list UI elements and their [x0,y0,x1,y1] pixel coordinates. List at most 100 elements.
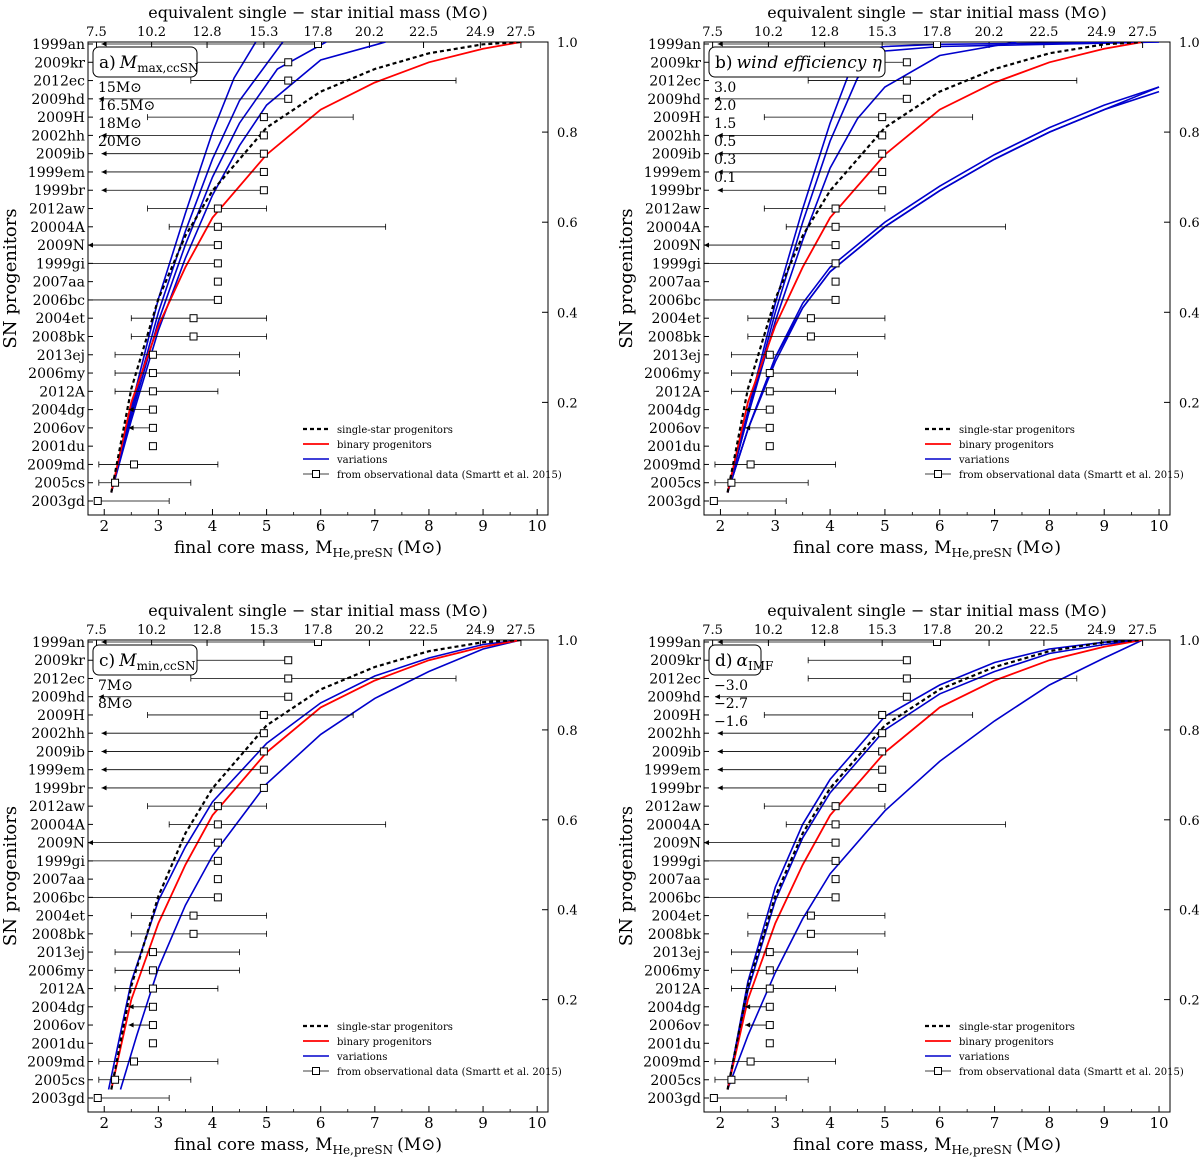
observation-marker [765,1002,774,1011]
panel-2: 2 3 4 5 6 7 8 9 10 7.5 10.2 12.8 15.3 17.8 20.2 22.5 24.… [616,3,1200,560]
top-tick-label: 27.5 [506,25,535,40]
right-tick-label: 0.8 [1179,126,1200,141]
legend-label-observations: from observational data (Smartt et al. 2… [337,470,562,481]
variation-curve-1 [107,640,521,1090]
observation-marker [130,1057,138,1066]
progenitor-name: 2012A [655,982,702,998]
top-tick-label: 27.5 [1128,25,1157,40]
upper-limit-arrow [88,840,93,846]
top-tick-label: 17.8 [923,25,952,40]
progenitor-name: 2012ec [649,74,701,90]
progenitor-name: 1999em [28,165,85,181]
progenitor-name: 2006my [644,366,701,382]
observation-marker [111,1075,120,1084]
upper-limit-arrow [101,640,107,645]
progenitor-name: 2006bc [33,293,86,309]
progenitor-name: 2006ov [649,421,701,437]
right-tick-label: 0.8 [1179,724,1200,739]
progenitor-name: 2003gd [647,494,701,510]
progenitor-name: 1999an [648,37,701,53]
observation-marker [189,911,198,920]
progenitor-name: 2009ib [36,147,85,163]
observation-marker [806,911,815,920]
observation-marker [765,1039,774,1048]
top-tick-label: 10.2 [137,25,166,40]
progenitor-name: 2001du [31,439,85,455]
bottom-tick-label: 7 [990,1114,1000,1132]
bottom-tick-label: 10 [1149,1114,1168,1132]
panel-title-box [92,644,198,676]
variation-curve-2 [110,42,284,493]
observation-marker [902,692,911,701]
observation-marker [765,442,774,451]
panel-title-sub: max,ccSN [137,61,198,75]
legend-swatch-marker [934,470,942,478]
top-tick-label: 20.2 [975,25,1004,40]
bottom-tick-label: 9 [478,1114,488,1132]
upper-limit-arrow [101,767,107,773]
progenitor-name: 2013ej [653,348,701,364]
legend-label-single: single-star progenitors [337,425,453,436]
top-tick-label: 15.3 [868,25,897,40]
progenitor-name: 2008bk [32,927,86,943]
observation-marker [259,149,268,158]
upper-limit-arrow [128,407,134,413]
progenitor-name: 2007aa [33,872,85,888]
bottom-tick-label: 6 [935,1114,945,1132]
panel-title-main: wind efficiency η [737,53,883,73]
progenitor-name: 2013ej [653,945,701,961]
upper-limit-arrow [745,425,751,431]
right-tick-label: 0.4 [1179,306,1200,321]
variation-label: 3.0 [714,80,736,96]
observation-marker [213,838,222,847]
observation-marker [878,729,887,738]
progenitor-name: 2001du [647,1036,701,1052]
progenitor-name: 2012aw [645,799,701,815]
progenitor-name: 2004dg [31,1000,85,1016]
right-tick-label: 0.4 [557,306,578,321]
top-axis-label-text: equivalent single − star initial mass (M… [767,3,1106,22]
observation-marker [213,856,222,865]
progenitor-name: 2001du [647,439,701,455]
progenitor-name: 1999br [650,183,702,199]
bottom-tick-label: 4 [825,517,835,535]
panel-letter: a) [99,53,116,73]
top-tick-label: 7.5 [702,623,723,638]
observation-marker [933,640,941,646]
bottom-tick-label: 7 [370,517,380,535]
bottom-tick-label: 4 [208,517,218,535]
observation-marker [284,58,293,67]
observation-marker [213,802,222,811]
observation-marker [93,1094,102,1102]
progenitor-name: 2009H [37,110,85,126]
observation-marker [765,405,774,414]
top-tick-label: 22.5 [1029,25,1058,40]
bottom-tick-label: 2 [99,517,109,535]
top-axis-label: equivalent single − star initial mass (M… [148,3,487,22]
observation-marker [148,966,157,975]
panel-title-sub: min,ccSN [137,659,196,673]
plot-area [704,640,1143,1102]
progenitor-name: 2004et [35,909,85,925]
progenitor-name: 2009kr [650,55,701,71]
progenitor-name: 2009kr [34,55,85,71]
single-star-curve [110,42,521,493]
observation-marker [831,856,840,865]
bottom-tick-label: 5 [262,517,272,535]
progenitor-name: 2008bk [648,329,702,345]
observation-marker [93,497,102,505]
panel-title-box [708,46,886,78]
bottom-tick-label: 3 [770,517,780,535]
observation-marker [765,423,774,432]
top-axis-label: equivalent single − star initial mass (M… [767,3,1106,22]
upper-limit-arrow [101,151,107,157]
observation-marker [831,277,840,286]
right-tick-label: 0.6 [557,814,578,829]
progenitor-name: 1999gi [36,854,86,870]
right-tick-label: 0.8 [557,126,578,141]
observation-marker [213,241,222,250]
observation-marker [831,838,840,847]
top-tick-label: 7.5 [86,623,107,638]
observation-marker [765,350,774,359]
